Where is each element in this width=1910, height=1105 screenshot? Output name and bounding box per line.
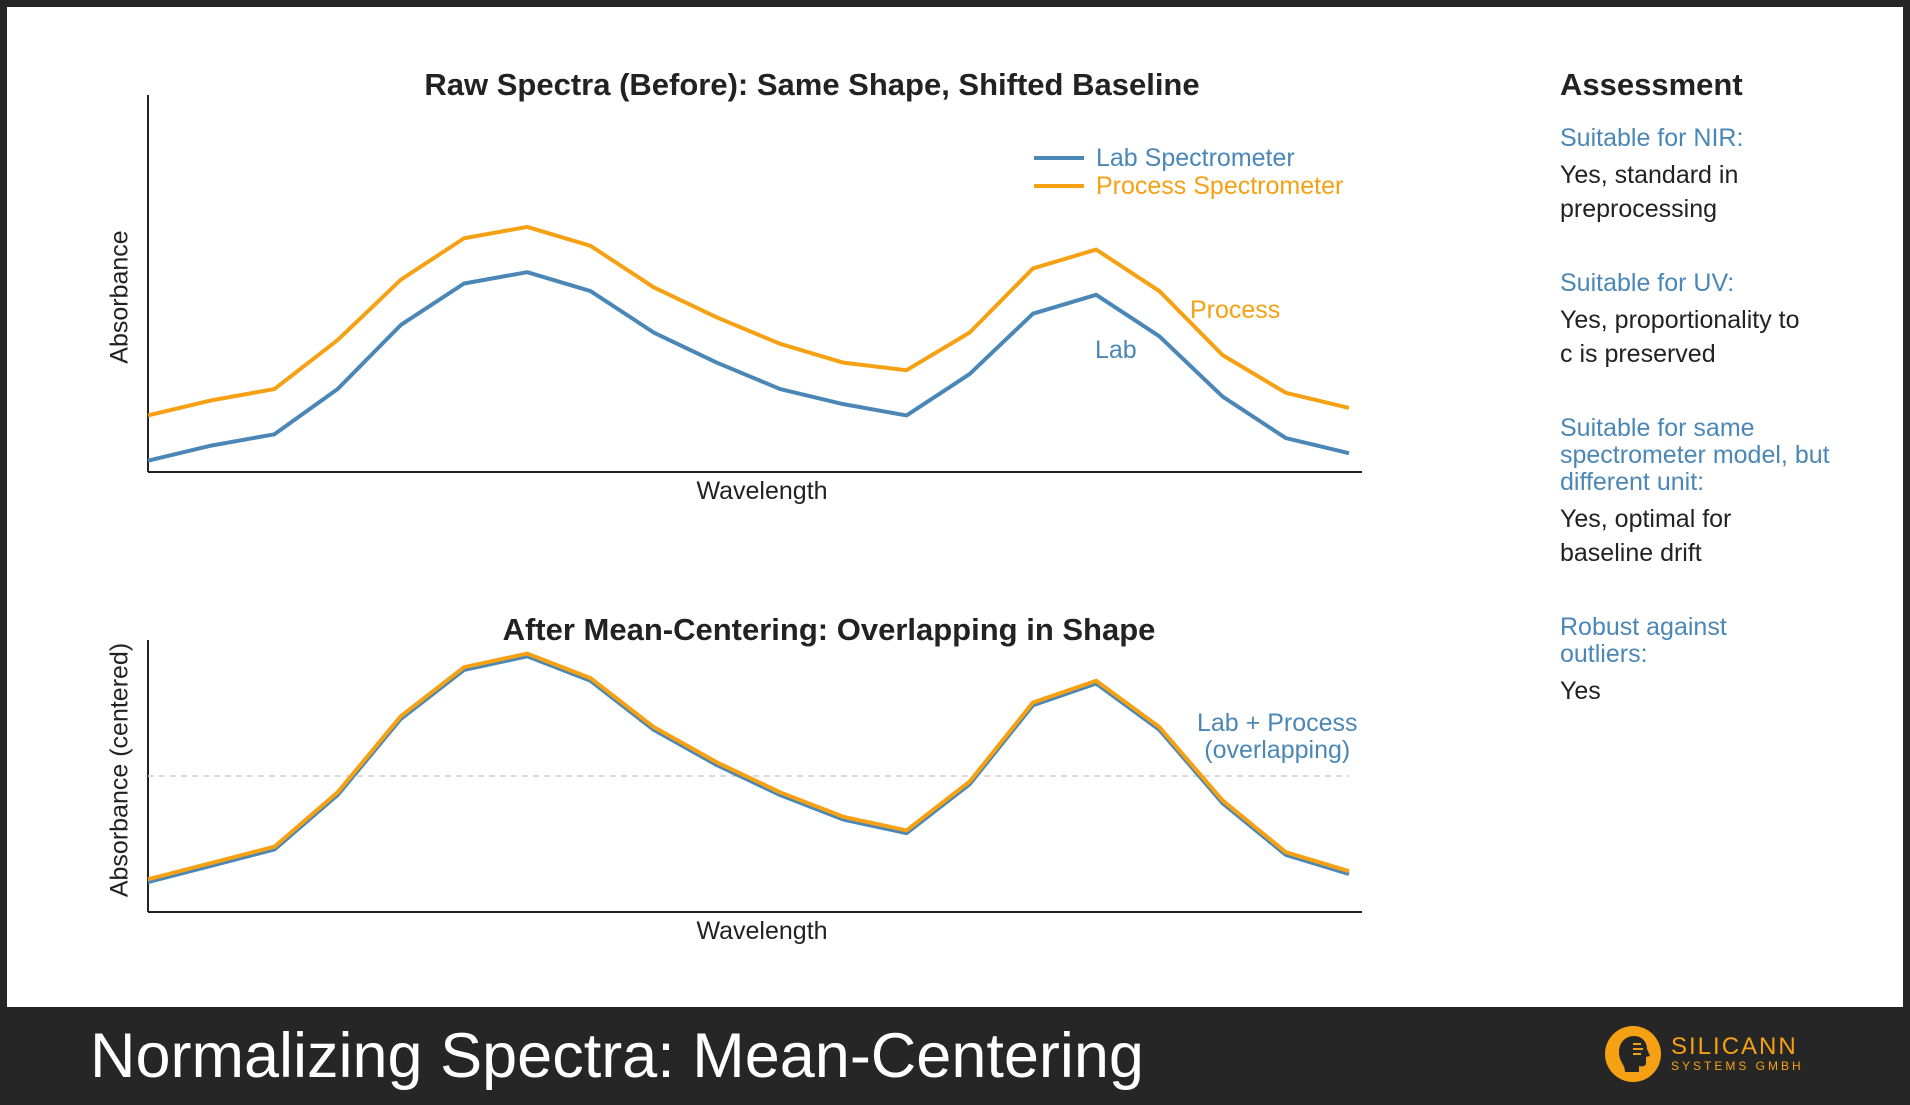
legend-item-lab: Lab Spectrometer	[1034, 144, 1343, 172]
logo-text: SILICANN SYSTEMS GMBH	[1671, 1033, 1804, 1074]
chart1-annotation-lab: Lab	[1095, 336, 1137, 364]
chart2-xlabel: Wavelength	[696, 917, 828, 945]
assessment-question: Suitable for same spectrometer model, bu…	[1560, 414, 1830, 496]
legend-item-process: Process Spectrometer	[1034, 172, 1343, 200]
assessment-panel: Assessment Suitable for NIR: Yes, standa…	[1560, 67, 1860, 752]
chart1-plot	[147, 95, 1362, 473]
chart1-series-line-2	[147, 224, 1350, 418]
slide-title: Normalizing Spectra: Mean-Centering	[90, 1021, 1144, 1091]
assessment-question: Robust against outliers:	[1560, 613, 1727, 668]
chart2-series-line-2	[147, 651, 1350, 882]
legend-label-lab: Lab Spectrometer	[1096, 143, 1295, 172]
company-logo: SILICANN SYSTEMS GMBH	[1603, 1024, 1804, 1084]
legend-label-process: Process Spectrometer	[1096, 171, 1344, 200]
assessment-item: Robust against outliers: Yes	[1560, 614, 1860, 708]
assessment-item: Suitable for same spectrometer model, bu…	[1560, 415, 1860, 570]
chart1-title: Raw Spectra (Before): Same Shape, Shifte…	[424, 67, 1200, 102]
chart1-annotation-process: Process	[1190, 296, 1281, 324]
assessment-answer: Yes, standard in preprocessing	[1560, 161, 1739, 223]
chart2-plot	[147, 640, 1362, 913]
assessment-answer: Yes	[1560, 677, 1601, 705]
chart1-series-line-1	[147, 270, 1350, 463]
chart2-title: After Mean-Centering: Overlapping in Sha…	[502, 612, 1156, 647]
chart2-annotation-overlap: Lab + Process (overlapping)	[1197, 709, 1358, 764]
logo-name: SILICANN	[1671, 1033, 1798, 1060]
assessment-answer: Yes, proportionality to c is preserved	[1560, 306, 1800, 368]
chart1-legend: Lab Spectrometer Process Spectrometer	[1034, 144, 1343, 200]
chart1-xlabel: Wavelength	[696, 477, 828, 505]
assessment-question: Suitable for NIR:	[1560, 124, 1744, 152]
assessment-item: Suitable for NIR: Yes, standard in prepr…	[1560, 125, 1860, 226]
head-silhouette-icon	[1605, 1026, 1661, 1082]
assessment-question: Suitable for UV:	[1560, 269, 1735, 297]
assessment-item: Suitable for UV: Yes, proportionality to…	[1560, 270, 1860, 371]
logo-subname: SYSTEMS GMBH	[1671, 1059, 1804, 1073]
chart2-series-line-1	[147, 654, 1350, 885]
assessment-title: Assessment	[1560, 67, 1743, 102]
legend-swatch-process	[1034, 184, 1084, 188]
assessment-answer: Yes, optimal for baseline drift	[1560, 505, 1732, 567]
legend-swatch-lab	[1034, 156, 1084, 160]
slide-canvas: Raw Spectra (Before): Same Shape, Shifte…	[7, 7, 1903, 1007]
